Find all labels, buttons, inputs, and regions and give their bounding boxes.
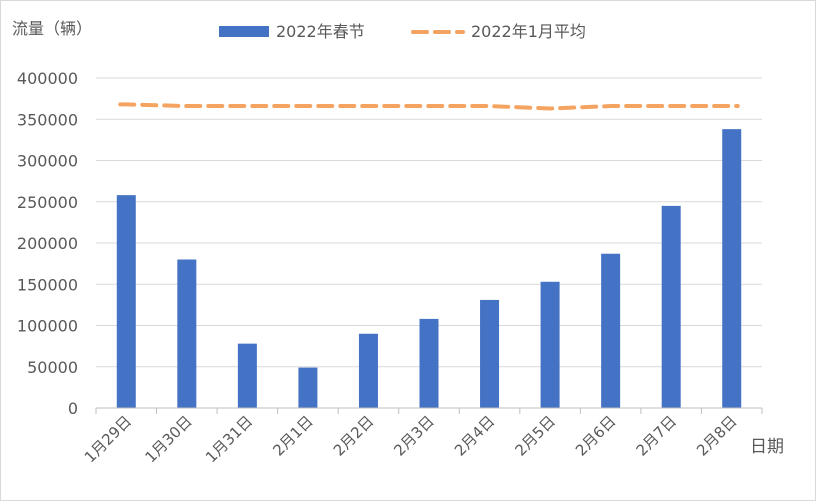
bar (419, 318, 439, 408)
legend-label-line: 2022年1月平均 (471, 22, 586, 41)
bar (237, 343, 257, 408)
bar (661, 205, 681, 408)
x-tick-label: 1月29日 (81, 412, 135, 466)
y-tick-labels: 0 50000 100000 150000 200000 250000 300000 3500… (17, 69, 78, 418)
bar (540, 281, 560, 408)
x-tick-labels: 1月29日 1月30日 1月31日 2月1日 2月2日 2月3日 2月4日 2月5日 2月6日 2… (81, 412, 741, 466)
grid-lines (96, 77, 762, 368)
legend-label-bar: 2022年春节 (276, 22, 365, 41)
y-tick-label: 50000 (27, 358, 78, 377)
y-tick-label: 150000 (17, 275, 78, 294)
y-axis-title: 流量（辆） (12, 19, 92, 38)
x-tick-label: 2月1日 (269, 412, 316, 459)
x-tick-label: 1月30日 (141, 412, 195, 466)
x-tick-label: 2月2日 (330, 412, 377, 459)
y-tick-label: 300000 (17, 152, 78, 171)
x-axis-title: 日期 (750, 437, 784, 457)
x-tick-label: 2月3日 (390, 412, 437, 459)
y-tick-label: 0 (68, 399, 78, 418)
bar (298, 367, 318, 408)
x-tick-label: 2月8日 (693, 412, 740, 459)
average-line-series (118, 102, 740, 111)
x-tick-label: 2月5日 (511, 412, 558, 459)
y-tick-label: 200000 (17, 234, 78, 253)
bar (177, 259, 197, 408)
bar (358, 333, 378, 408)
x-tick-label: 2月4日 (451, 412, 498, 459)
y-tick-label: 250000 (17, 193, 78, 212)
x-tick-label: 2月6日 (572, 412, 619, 459)
bar (601, 253, 621, 408)
y-tick-label: 100000 (17, 317, 78, 336)
x-tick-label: 2月7日 (633, 412, 680, 459)
bar-series (116, 129, 742, 408)
y-tick-label: 400000 (17, 69, 78, 88)
x-axis (95, 407, 763, 414)
legend: 2022年春节 2022年1月平均 (219, 22, 586, 41)
bar (116, 195, 136, 408)
x-tick-label: 1月31日 (202, 412, 256, 466)
bar (722, 129, 742, 408)
y-tick-label: 350000 (17, 110, 78, 129)
bar (480, 299, 500, 408)
average-line (118, 102, 740, 111)
legend-swatch-bar (219, 26, 269, 37)
